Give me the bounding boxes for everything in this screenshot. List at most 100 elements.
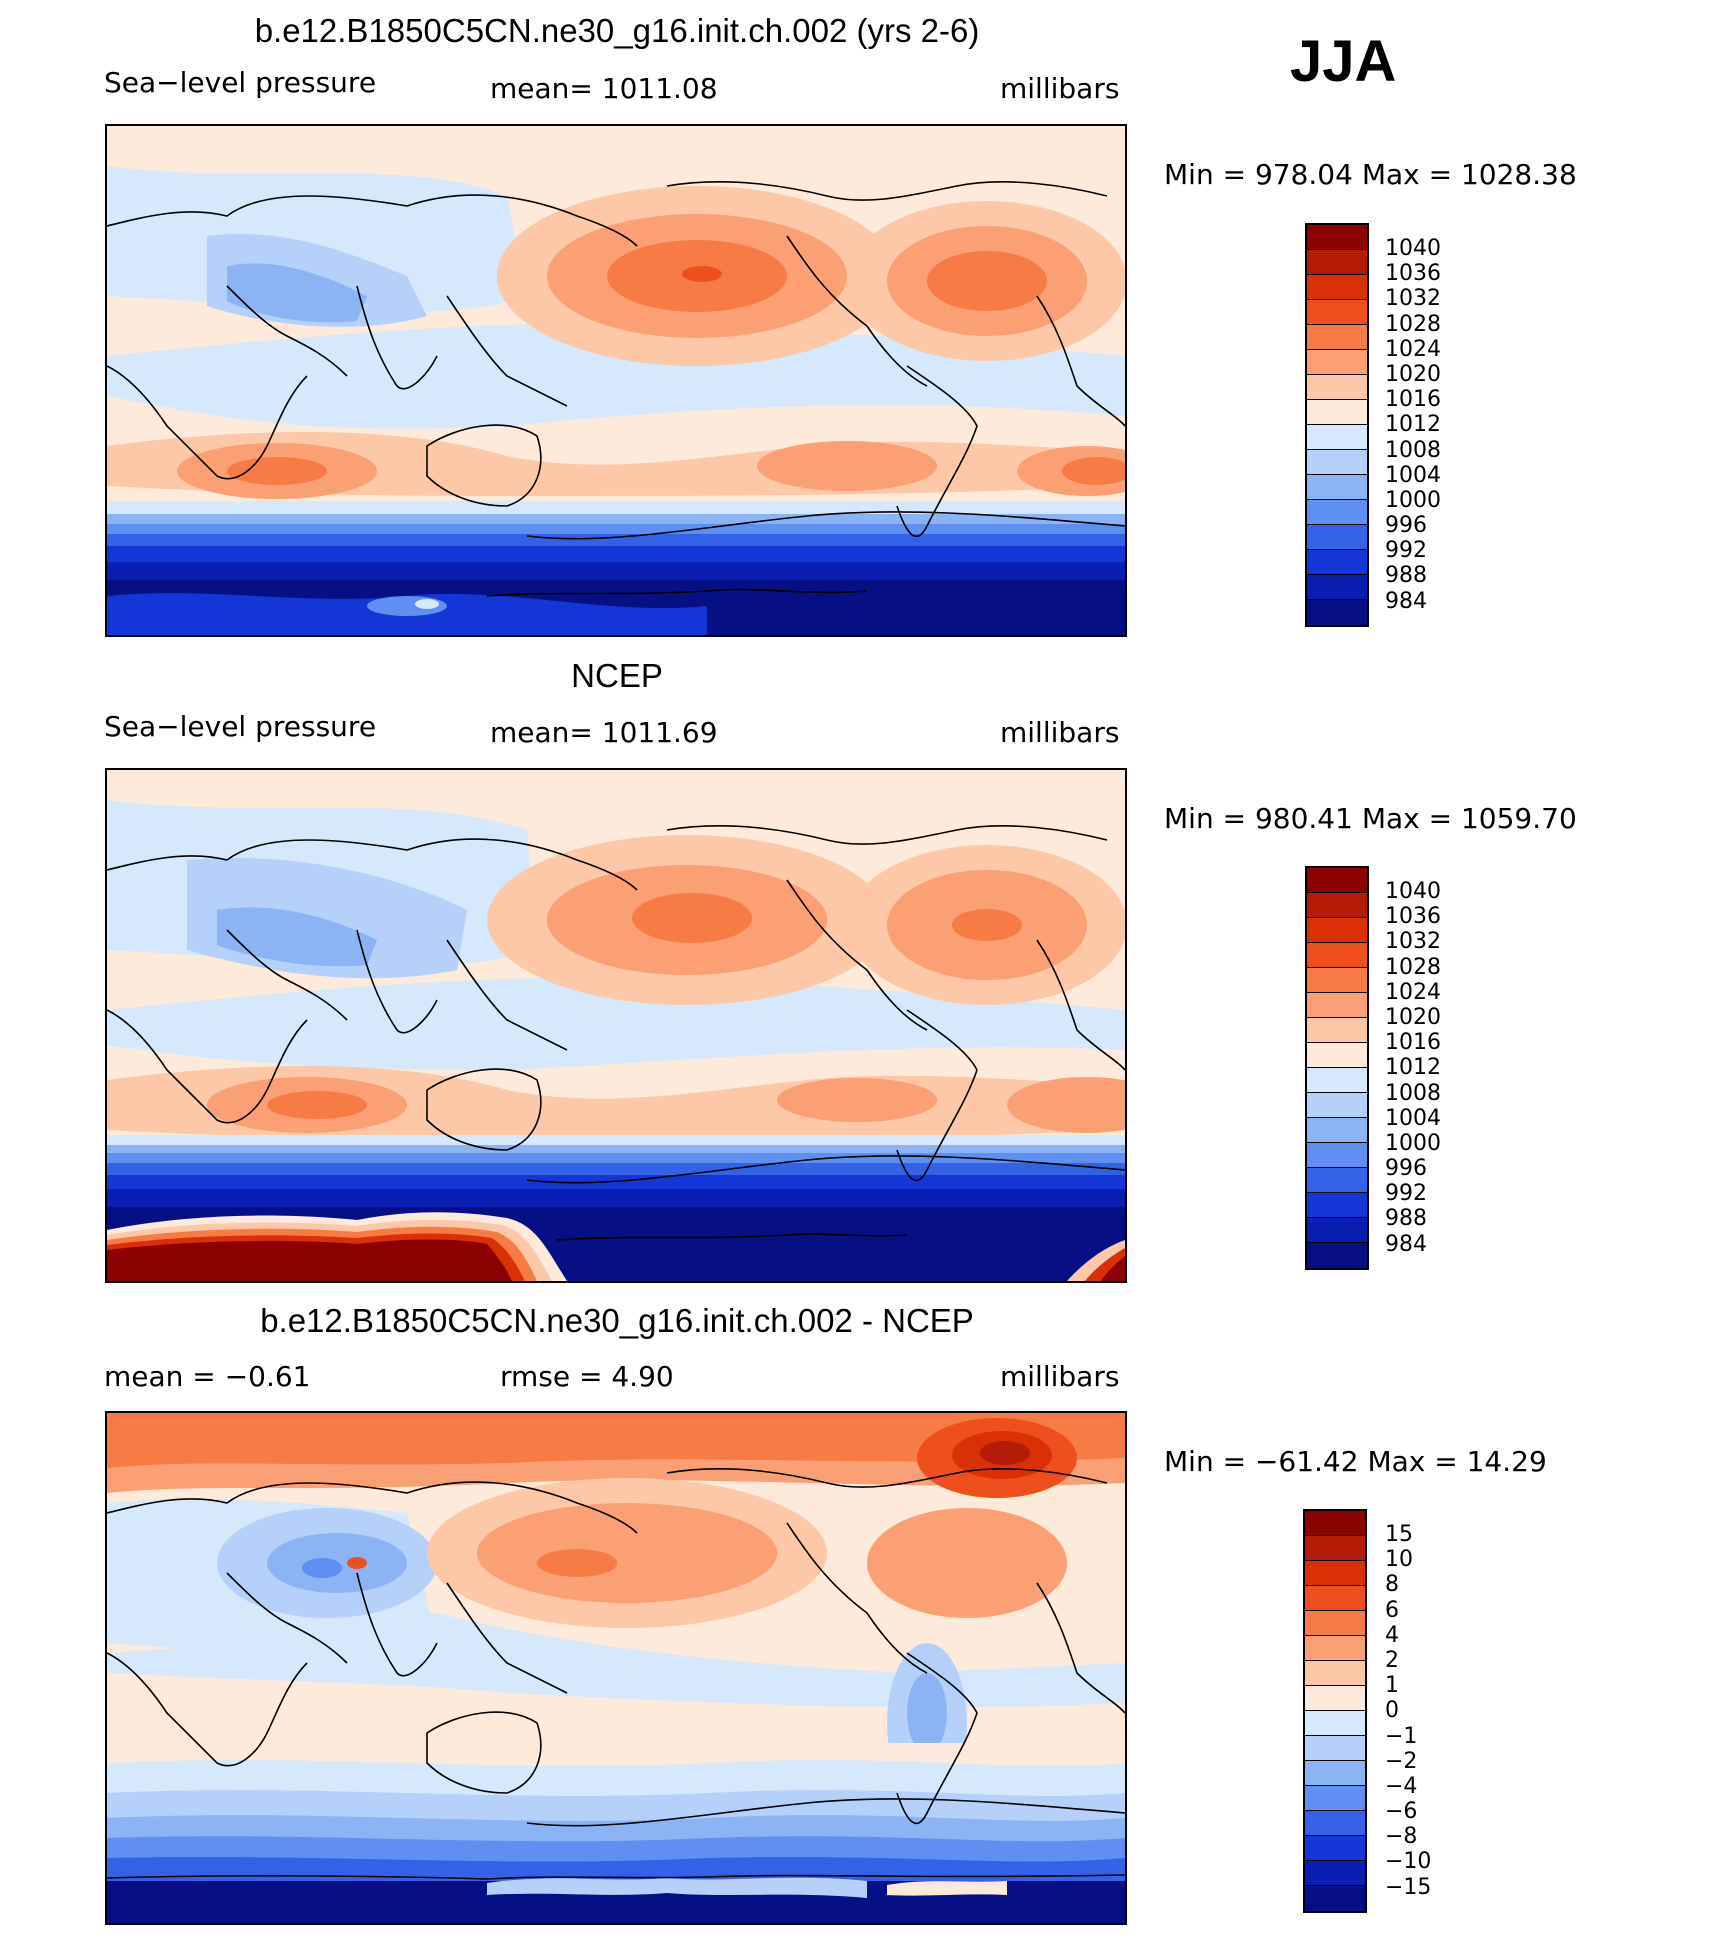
colorbar-tick-label: 1000 bbox=[1385, 487, 1441, 513]
panel2-map-svg bbox=[107, 770, 1125, 1281]
colorbar-swatch bbox=[1307, 250, 1367, 275]
colorbar-swatch bbox=[1307, 575, 1367, 600]
colorbar-tick-label: −1 bbox=[1385, 1723, 1418, 1749]
colorbar-tick-label: 992 bbox=[1385, 538, 1427, 564]
panel2-variable-label: Sea−level pressure bbox=[104, 710, 377, 743]
panel2-mean-label: mean= 1011.69 bbox=[490, 716, 718, 749]
colorbar-tick-label: −8 bbox=[1385, 1824, 1418, 1850]
colorbar-swatch bbox=[1305, 1661, 1365, 1686]
colorbar-swatch bbox=[1305, 1836, 1365, 1861]
colorbar-tick-label: 8 bbox=[1385, 1572, 1399, 1598]
colorbar-swatch bbox=[1305, 1736, 1365, 1761]
colorbar-swatch bbox=[1307, 993, 1367, 1018]
panel1-map bbox=[105, 124, 1127, 637]
panel1-mean-label: mean= 1011.08 bbox=[490, 72, 718, 105]
colorbar-tick-label: 988 bbox=[1385, 1206, 1427, 1232]
colorbar-swatch bbox=[1307, 425, 1367, 450]
colorbar-tick-label: 1040 bbox=[1385, 236, 1441, 261]
colorbar-swatch bbox=[1307, 375, 1367, 400]
colorbar-tick-label: 1004 bbox=[1385, 462, 1441, 488]
colorbar-swatch bbox=[1307, 475, 1367, 500]
colorbar-swatch bbox=[1305, 1711, 1365, 1736]
colorbar-swatch bbox=[1305, 1536, 1365, 1561]
colorbar-swatch bbox=[1305, 1586, 1365, 1611]
colorbar-swatch bbox=[1307, 1218, 1367, 1243]
colorbar-swatch bbox=[1307, 968, 1367, 993]
panel3-units-label: millibars bbox=[1000, 1360, 1120, 1393]
colorbar-tick-label: 10 bbox=[1385, 1547, 1413, 1573]
colorbar-swatch bbox=[1307, 450, 1367, 475]
colorbar-swatch bbox=[1307, 868, 1367, 893]
panel1-title: b.e12.B1850C5CN.ne30_g16.init.ch.002 (yr… bbox=[254, 12, 980, 49]
colorbar-tick-label: 1032 bbox=[1385, 286, 1441, 312]
panel1-colorbar-labels: 1040 1036 1032 1028 1024 1020 1016 1012 … bbox=[1385, 236, 1441, 614]
panel3-title: b.e12.B1850C5CN.ne30_g16.init.ch.002 - N… bbox=[260, 1302, 974, 1339]
colorbar-tick-label: 6 bbox=[1385, 1597, 1399, 1623]
colorbar-tick-label: −4 bbox=[1385, 1773, 1418, 1799]
colorbar-tick-label: −10 bbox=[1385, 1849, 1432, 1875]
colorbar-tick-label: 4 bbox=[1385, 1622, 1399, 1648]
colorbar-tick-label: 1024 bbox=[1385, 979, 1441, 1005]
panel3-mean-label: mean = −0.61 bbox=[104, 1360, 311, 1393]
colorbar-swatch bbox=[1307, 893, 1367, 918]
colorbar-swatch bbox=[1307, 350, 1367, 375]
colorbar-tick-label: −15 bbox=[1385, 1874, 1432, 1900]
colorbar-tick-label: 1020 bbox=[1385, 1004, 1441, 1030]
season-label: JJA bbox=[1290, 29, 1397, 94]
panel1-colorbar bbox=[1305, 223, 1369, 627]
colorbar-swatch bbox=[1305, 1811, 1365, 1836]
colorbar-swatch bbox=[1307, 1168, 1367, 1193]
panel1-minmax: Min = 978.04 Max = 1028.38 bbox=[1164, 158, 1577, 191]
colorbar-tick-label: 1036 bbox=[1385, 904, 1441, 930]
colorbar-tick-label: 1028 bbox=[1385, 311, 1441, 337]
panel2-units-label: millibars bbox=[1000, 716, 1120, 749]
colorbar-tick-label: 1008 bbox=[1385, 1080, 1441, 1106]
colorbar-tick-label: 1004 bbox=[1385, 1105, 1441, 1131]
colorbar-swatch bbox=[1307, 1143, 1367, 1168]
colorbar-tick-label: 1040 bbox=[1385, 879, 1441, 904]
panel2-minmax: Min = 980.41 Max = 1059.70 bbox=[1164, 802, 1577, 835]
colorbar-swatch bbox=[1305, 1786, 1365, 1811]
colorbar-swatch bbox=[1307, 525, 1367, 550]
colorbar-tick-label: 2 bbox=[1385, 1647, 1399, 1673]
colorbar-tick-label: 988 bbox=[1385, 563, 1427, 589]
panel3-map bbox=[105, 1411, 1127, 1925]
panel1-units-label: millibars bbox=[1000, 72, 1120, 105]
panel3-rmse-label: rmse = 4.90 bbox=[500, 1360, 674, 1393]
colorbar-tick-label: 1 bbox=[1385, 1673, 1399, 1699]
colorbar-swatch bbox=[1305, 1861, 1365, 1886]
colorbar-tick-label: 0 bbox=[1385, 1698, 1399, 1724]
colorbar-swatch bbox=[1307, 1068, 1367, 1093]
colorbar-swatch bbox=[1307, 600, 1367, 625]
colorbar-swatch bbox=[1307, 500, 1367, 525]
colorbar-tick-label: 1024 bbox=[1385, 336, 1441, 362]
colorbar-swatch bbox=[1307, 225, 1367, 250]
colorbar-tick-label: 996 bbox=[1385, 1156, 1427, 1182]
panel2-map bbox=[105, 768, 1127, 1283]
colorbar-tick-label: 992 bbox=[1385, 1181, 1427, 1207]
colorbar-tick-label: 1020 bbox=[1385, 361, 1441, 387]
colorbar-tick-label: 1016 bbox=[1385, 387, 1441, 413]
panel3-minmax: Min = −61.42 Max = 14.29 bbox=[1164, 1445, 1547, 1478]
colorbar-tick-label: 1008 bbox=[1385, 437, 1441, 463]
colorbar-swatch bbox=[1307, 275, 1367, 300]
colorbar-swatch bbox=[1307, 550, 1367, 575]
colorbar-swatch bbox=[1305, 1686, 1365, 1711]
colorbar-swatch bbox=[1305, 1636, 1365, 1661]
colorbar-tick-label: 1000 bbox=[1385, 1130, 1441, 1156]
panel2-title: NCEP bbox=[571, 657, 663, 694]
colorbar-swatch bbox=[1305, 1611, 1365, 1636]
colorbar-tick-label: −2 bbox=[1385, 1748, 1418, 1774]
colorbar-swatch bbox=[1307, 918, 1367, 943]
colorbar-tick-label: 984 bbox=[1385, 588, 1427, 614]
panel2-colorbar-labels: 1040 1036 1032 1028 1024 1020 1016 1012 … bbox=[1385, 879, 1441, 1257]
colorbar-tick-label: 1036 bbox=[1385, 261, 1441, 287]
colorbar-swatch bbox=[1305, 1761, 1365, 1786]
panel3-colorbar-labels: 15 10 8 6 4 2 1 0 −1 −2 −4 −6 −8 −10 −15 bbox=[1385, 1522, 1431, 1900]
panel3-colorbar bbox=[1303, 1509, 1367, 1913]
colorbar-tick-label: 984 bbox=[1385, 1231, 1427, 1257]
panel3-map-svg bbox=[107, 1413, 1125, 1923]
colorbar-swatch bbox=[1305, 1561, 1365, 1586]
colorbar-swatch bbox=[1305, 1511, 1365, 1536]
